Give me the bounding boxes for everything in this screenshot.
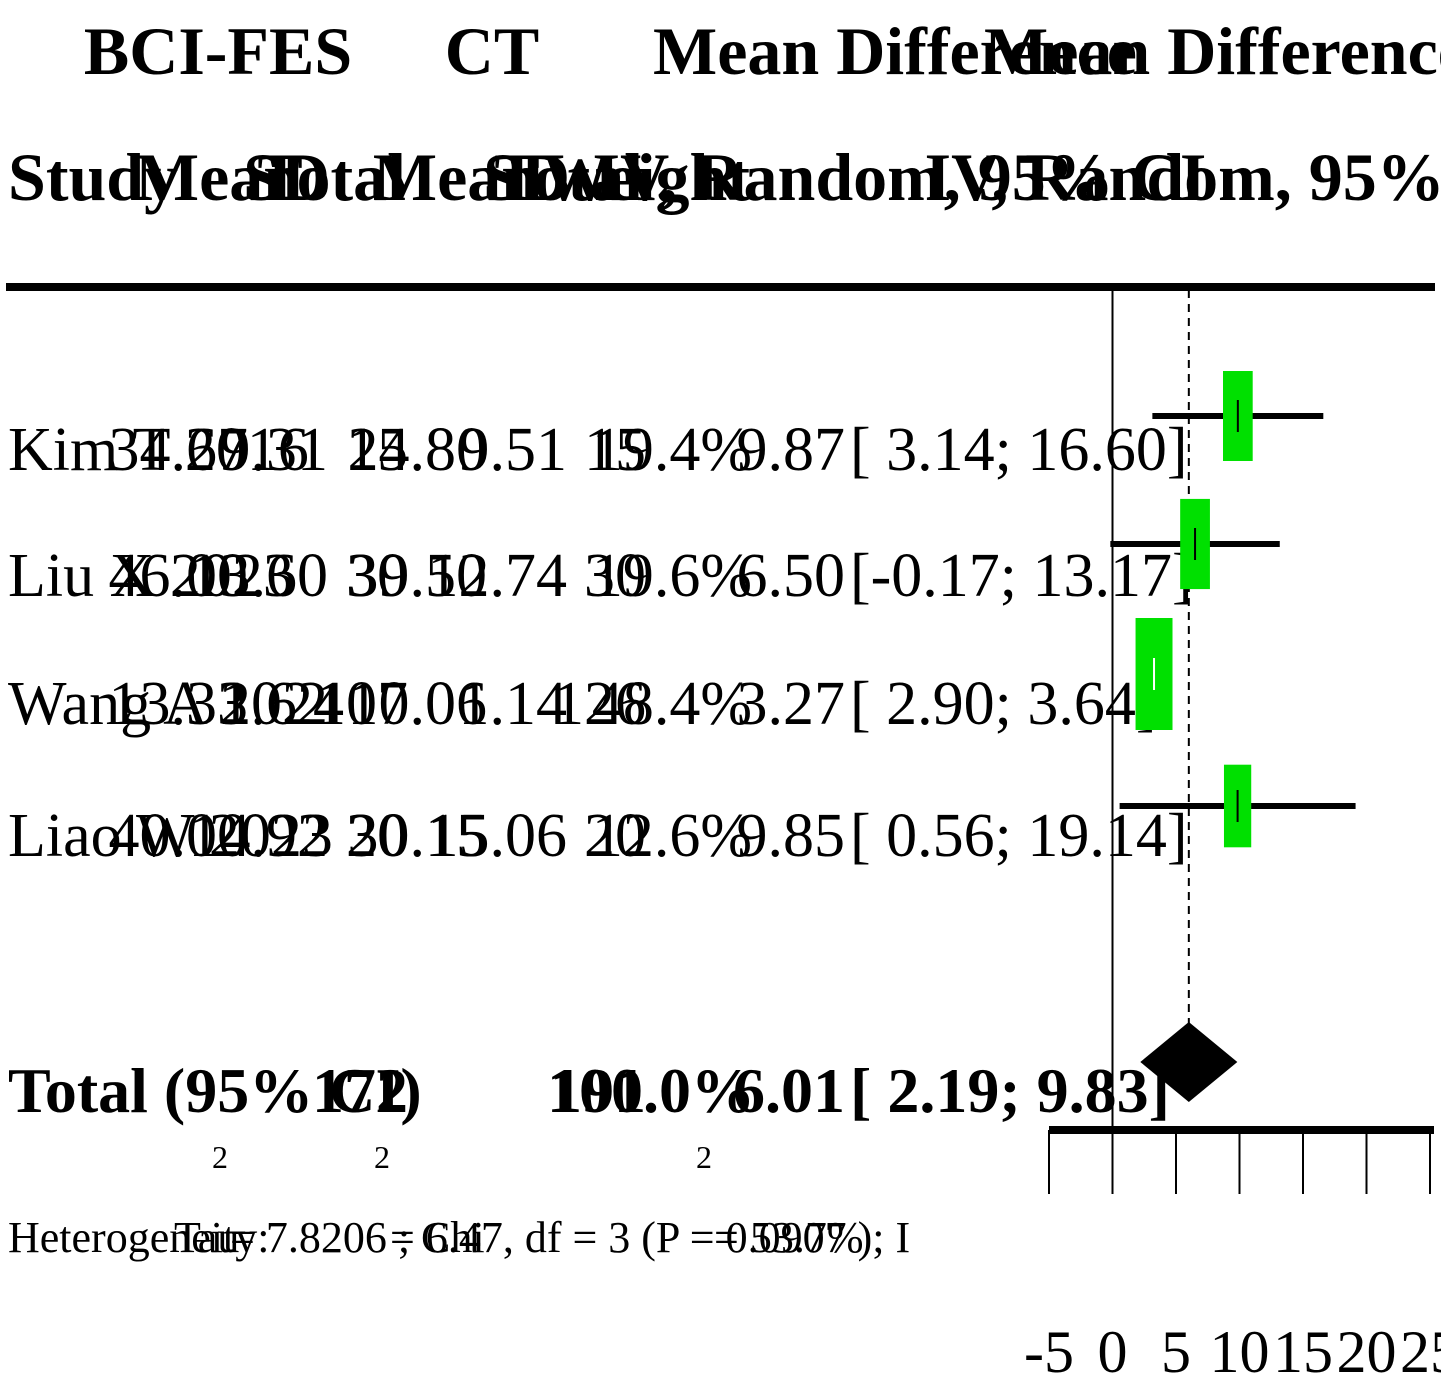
i-superscript: 2	[696, 1139, 712, 1175]
study-row: Kim T 2016 34.67 9.31 15 24.80 9.51 15 1…	[8, 416, 1188, 484]
sd2-column-header: SD	[483, 139, 570, 215]
study-row: Wang A 2024 13.33 1.62 107 10.06 1.14 12…	[8, 670, 1157, 738]
x-tick-label: 0	[1098, 1319, 1128, 1385]
forest-plot-panel: -5 05 10152025	[1024, 290, 1441, 1385]
total2-value: 20	[584, 802, 646, 870]
study-row: Liu X 2023 46.00 13.60 30 39.50 12.74 30…	[8, 542, 1193, 610]
effect-header: Mean Difference	[653, 13, 1137, 89]
pooled-diamond	[1140, 1022, 1238, 1102]
sd2-value: 9.51	[459, 416, 568, 484]
study-name: Liao W 2023	[8, 802, 333, 870]
tau-superscript: 2	[212, 1139, 228, 1175]
total1-value: 20	[346, 802, 408, 870]
mean1-value: 13.33	[109, 670, 249, 738]
ci-value: [-0.17; 13.17]	[850, 542, 1193, 610]
study-column-header: Study	[8, 139, 178, 215]
chi-value: = 6.47, df = 3 (P = 0.0907 ); I	[390, 1213, 910, 1262]
total-row: Total (95% CI) 172 191 100.0% 6.01 [ 2.1…	[8, 1055, 1170, 1126]
mean2-value: 30.15	[348, 802, 488, 870]
mean2-value: 39.50	[348, 542, 488, 610]
effect-column-header: IV, Random, 95% CI	[594, 139, 1207, 215]
x-tick-label: 15	[1273, 1319, 1333, 1385]
chi-superscript: 2	[374, 1139, 390, 1175]
mean1-column-header: Mean	[135, 139, 301, 215]
total-weight: 100.0%	[547, 1055, 755, 1126]
x-tick-label: 20	[1337, 1319, 1397, 1385]
i-value: = 53.7%	[714, 1213, 863, 1262]
weight-value: 12.6%	[592, 802, 752, 870]
md-value: 9.87	[737, 416, 846, 484]
plot-header: Mean Difference	[984, 13, 1441, 89]
mean1-value: 34.67	[109, 416, 249, 484]
x-tick-label: 25	[1400, 1319, 1441, 1385]
sd1-column-header: SD	[243, 139, 330, 215]
sd2-value: 12.74	[428, 542, 568, 610]
mean1-value: 46.00	[109, 542, 249, 610]
total1-value: 30	[346, 542, 408, 610]
total2-sum: 191	[550, 1055, 646, 1126]
md-value: 6.50	[737, 542, 846, 610]
ci-value: [ 3.14; 16.60]	[850, 416, 1188, 484]
study-name: Kim T 2016	[8, 416, 309, 484]
total1-sum: 172	[312, 1055, 408, 1126]
sd2-value: 1.14	[459, 670, 568, 738]
tau-label: Tau	[174, 1213, 239, 1262]
total-label: Total (95% CI)	[8, 1055, 422, 1126]
sd1-value: 13.60	[189, 542, 329, 610]
weight-value: 19.6%	[592, 542, 752, 610]
study-name: Wang A 2024	[8, 670, 344, 738]
mean1-value: 40.00	[109, 802, 249, 870]
md-value: 9.85	[737, 802, 846, 870]
sd2-value: 15.06	[428, 802, 568, 870]
group2-header: CT	[445, 13, 539, 89]
mean2-value: 10.06	[348, 670, 488, 738]
sd1-value: 1.62	[220, 670, 329, 738]
ci-value: [ 2.90; 3.64]	[850, 670, 1157, 738]
total1-value: 15	[346, 416, 408, 484]
plot-column-header: IV, Random, 95% CI	[925, 139, 1441, 215]
mean2-value: 24.80	[348, 416, 488, 484]
x-tick-label: -5	[1024, 1319, 1074, 1385]
sd1-value: 9.31	[220, 416, 329, 484]
total2-value: 30	[584, 542, 646, 610]
total1-column-header: Total	[257, 139, 406, 215]
sd1-value: 14.92	[189, 802, 329, 870]
total2-value: 126	[553, 670, 646, 738]
mean2-column-header: Mean	[373, 139, 539, 215]
heterogeneity-statement: Heterogeneity: Tau 2 = 7.8206 ; Chi 2 = …	[8, 1139, 910, 1262]
weight-column-header: Weight	[542, 139, 750, 215]
heterogeneity-label: Heterogeneity:	[8, 1213, 269, 1262]
weight-value: 48.4%	[592, 670, 752, 738]
study-name: Liu X 2023	[8, 542, 294, 610]
md-value: 3.27	[737, 670, 846, 738]
total-md: 6.01	[733, 1055, 845, 1126]
group1-header: BCI-FES	[84, 13, 352, 89]
tau-value: = 7.8206 ; Chi	[230, 1213, 485, 1262]
ci-value: [ 0.56; 19.14]	[850, 802, 1188, 870]
x-tick-label: 5	[1161, 1319, 1191, 1385]
study-row: Liao W 2023 40.00 14.92 20 30.15 15.06 2…	[8, 802, 1188, 870]
total2-column-header: Total	[494, 139, 643, 215]
total1-value: 107	[315, 670, 408, 738]
weight-value: 19.4%	[592, 416, 752, 484]
total-ci: [ 2.19; 9.83]	[850, 1055, 1170, 1126]
total2-value: 15	[584, 416, 646, 484]
x-tick-label: 10	[1210, 1319, 1270, 1385]
